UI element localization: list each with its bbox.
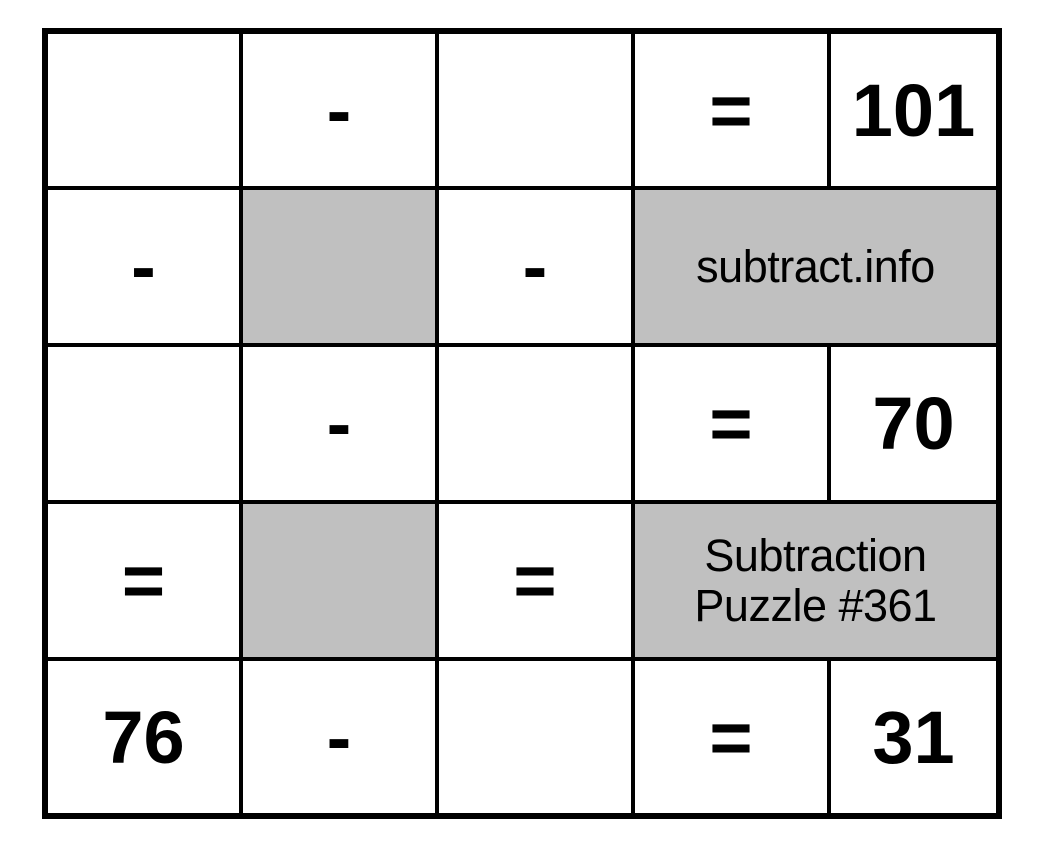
table-row: - = 70	[45, 345, 999, 502]
table-row: = = Subtraction Puzzle #361	[45, 502, 999, 659]
operator-equals: =	[633, 31, 829, 188]
operator-minus: -	[437, 188, 633, 345]
cell-blank	[437, 31, 633, 188]
cell-blank	[45, 345, 241, 502]
subtraction-puzzle-table: - = 101 - - subtract.info - = 70 = = Sub…	[42, 28, 1002, 819]
puzzle-title: Subtraction Puzzle #361	[633, 502, 999, 659]
operator-equals: =	[437, 502, 633, 659]
cell-grey-blank	[241, 502, 437, 659]
operator-minus: -	[241, 31, 437, 188]
result-value: 70	[829, 345, 999, 502]
site-credit: subtract.info	[633, 188, 999, 345]
result-value: 31	[829, 659, 999, 816]
operator-equals: =	[633, 345, 829, 502]
cell-blank	[437, 659, 633, 816]
table-row: - = 101	[45, 31, 999, 188]
result-value: 101	[829, 31, 999, 188]
operator-equals: =	[45, 502, 241, 659]
cell-blank	[437, 345, 633, 502]
puzzle-title-line2: Puzzle #361	[694, 580, 936, 631]
table-row: - - subtract.info	[45, 188, 999, 345]
operator-minus: -	[45, 188, 241, 345]
given-value: 76	[45, 659, 241, 816]
cell-blank	[45, 31, 241, 188]
table-row: 76 - = 31	[45, 659, 999, 816]
operator-minus: -	[241, 345, 437, 502]
cell-grey-blank	[241, 188, 437, 345]
operator-equals: =	[633, 659, 829, 816]
operator-minus: -	[241, 659, 437, 816]
puzzle-title-line1: Subtraction	[704, 530, 926, 581]
